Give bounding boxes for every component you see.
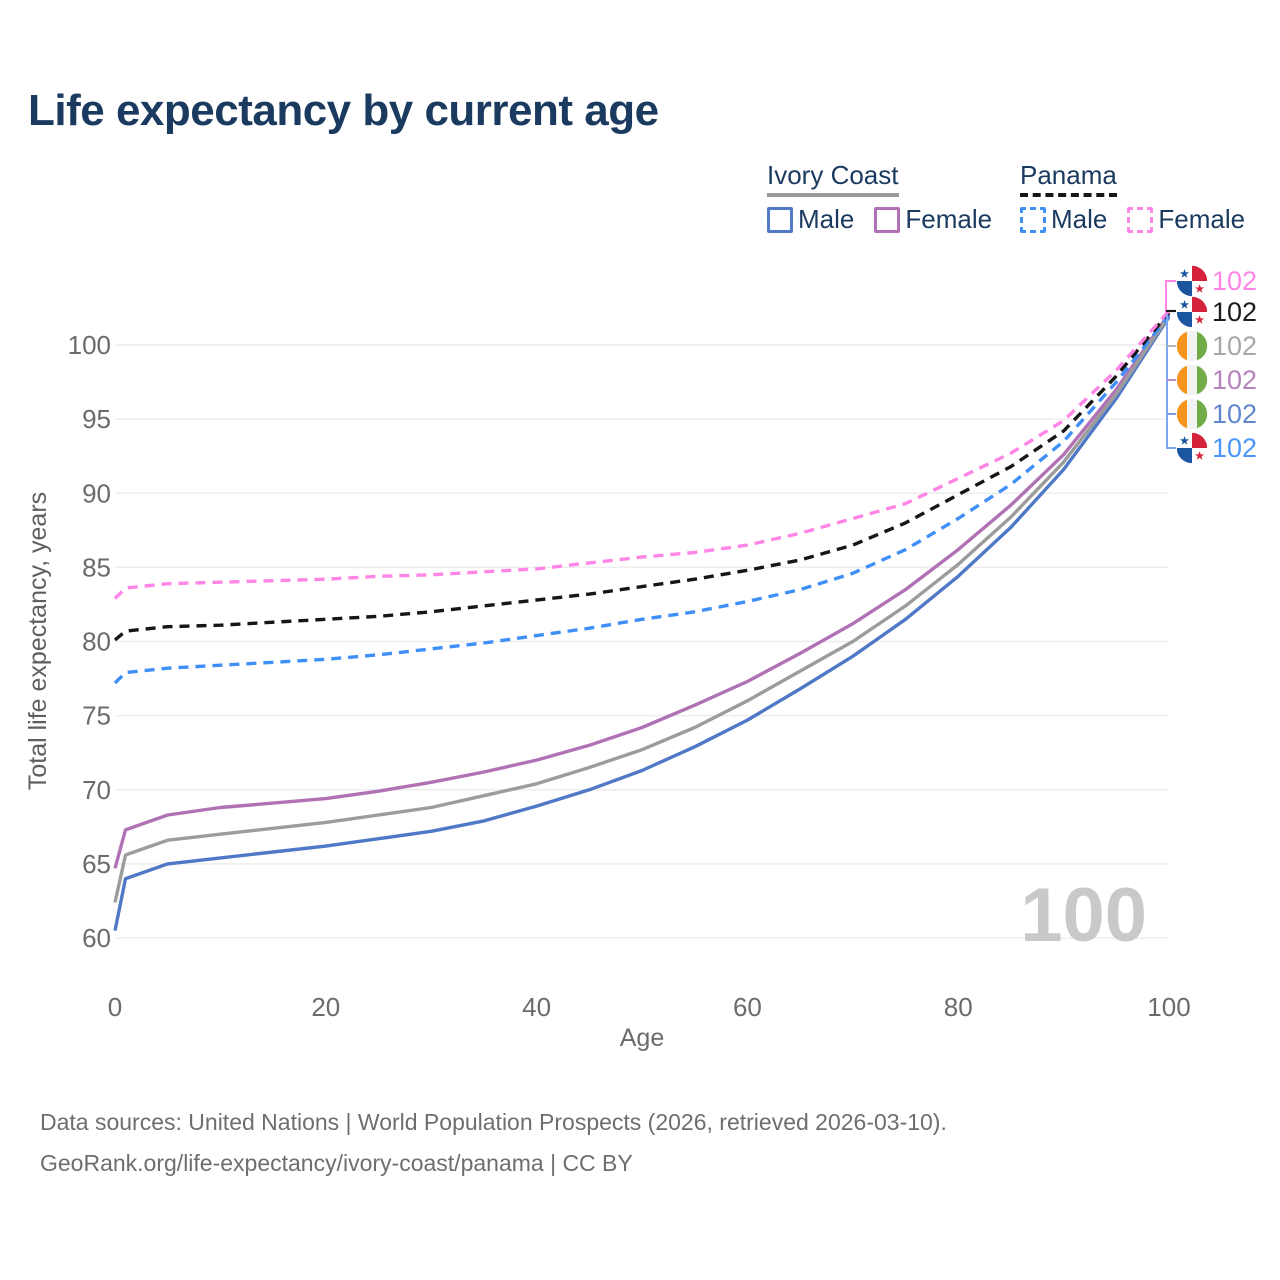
series-line-ivory-coast-total	[113, 314, 1171, 903]
page-title: Life expectancy by current age	[28, 86, 659, 135]
end-label-value: 102	[1212, 297, 1257, 327]
panama-flag-icon	[1176, 296, 1208, 328]
y-tick-label: 60	[82, 923, 111, 953]
legend-item-panama-male[interactable]: Male	[1020, 204, 1107, 235]
legend-item-panama-female[interactable]: Female	[1127, 204, 1245, 235]
legend-group-title-ivory-coast: Ivory Coast	[767, 160, 899, 197]
legend-group-panama: Panama Male Female	[1020, 160, 1245, 235]
leader-line-bracket	[1166, 314, 1176, 449]
x-axis-title: Age	[620, 1024, 664, 1052]
panama-flag-icon	[1176, 265, 1208, 297]
footer-data-sources: Data sources: United Nations | World Pop…	[40, 1109, 947, 1135]
ivory-coast-flag-icon	[1176, 364, 1208, 396]
legend-swatch-ivory-coast-female[interactable]	[874, 206, 901, 233]
y-axis-title: Total life expectancy, years	[24, 492, 52, 790]
y-tick-label: 70	[82, 775, 111, 805]
legend-swatch-panama-female[interactable]	[1127, 206, 1154, 233]
legend-group-ivory-coast: Ivory Coast Male Female	[767, 160, 992, 235]
y-tick-label: 95	[82, 404, 111, 434]
legend-swatch-panama-male[interactable]	[1020, 206, 1046, 233]
legend-item-ivory-coast-male[interactable]: Male	[767, 204, 854, 235]
y-tick-label: 90	[82, 478, 111, 508]
legend-swatch-ivory-coast-male[interactable]	[767, 206, 793, 233]
x-tick-label: 60	[733, 992, 762, 1022]
x-tick-label: 0	[108, 992, 122, 1022]
end-label-value: 102	[1212, 399, 1257, 429]
legend-group-title-panama: Panama	[1020, 160, 1117, 197]
end-label-value: 102	[1212, 266, 1257, 296]
series-line-panama-female	[113, 309, 1171, 600]
y-tick-label: 85	[82, 552, 111, 582]
legend-item-ivory-coast-female[interactable]: Female	[874, 204, 992, 235]
series-line-ivory-coast-male	[113, 315, 1171, 931]
legend-label-ivory-coast-female: Female	[905, 204, 993, 234]
series-line-ivory-coast-female	[113, 312, 1171, 869]
panama-flag-icon	[1176, 432, 1208, 464]
ivory-coast-flag-icon	[1176, 330, 1208, 362]
y-tick-label: 100	[68, 330, 111, 360]
leader-line-panama-female	[1165, 280, 1176, 313]
x-tick-label: 100	[1147, 992, 1190, 1022]
footer-attribution: GeoRank.org/life-expectancy/ivory-coast/…	[40, 1150, 633, 1176]
chart-footer: Data sources: United Nations | World Pop…	[40, 1102, 947, 1184]
x-tick-label: 80	[944, 992, 973, 1022]
y-tick-label: 75	[82, 701, 111, 731]
y-tick-label: 80	[82, 627, 111, 657]
series-line-panama-male	[113, 314, 1171, 685]
legend-label-ivory-coast-male: Male	[798, 204, 855, 234]
legend-label-panama-male: Male	[1051, 204, 1108, 234]
x-tick-label: 40	[522, 992, 551, 1022]
end-label-value: 102	[1212, 433, 1257, 463]
ivory-coast-flag-icon	[1176, 398, 1208, 430]
end-label-value: 102	[1212, 365, 1257, 395]
x-tick-label: 20	[311, 992, 340, 1022]
end-label-value: 102	[1212, 331, 1257, 361]
age-watermark: 100	[1020, 873, 1147, 958]
y-tick-label: 65	[82, 849, 111, 879]
series-line-panama-total	[113, 311, 1171, 642]
legend-label-panama-female: Female	[1158, 204, 1246, 234]
